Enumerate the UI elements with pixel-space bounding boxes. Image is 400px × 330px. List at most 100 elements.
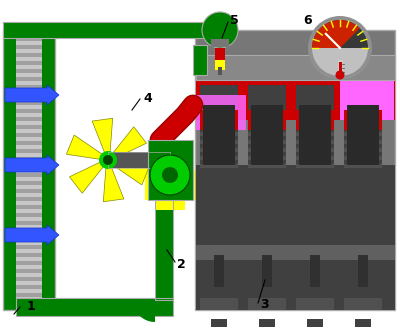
Bar (16, 165, 42, 169)
Bar (248, 148, 286, 152)
Bar (296, 140, 334, 144)
Bar (211, 287, 227, 295)
Bar (296, 85, 334, 170)
Bar (299, 105, 331, 165)
Bar (145, 170, 195, 200)
Text: 1: 1 (27, 301, 36, 313)
Bar (338, 62, 342, 74)
Bar (16, 53, 42, 57)
Bar (200, 140, 238, 144)
Bar (16, 189, 42, 193)
Bar (259, 287, 275, 295)
Bar (16, 277, 42, 281)
Bar (16, 45, 42, 49)
Circle shape (308, 16, 372, 80)
Bar (148, 140, 193, 200)
Bar (16, 101, 42, 105)
Bar (355, 319, 371, 327)
Text: 2: 2 (177, 258, 186, 272)
Bar (16, 245, 42, 249)
Bar (3, 26, 55, 38)
Bar (16, 173, 42, 177)
Bar (296, 148, 334, 152)
Bar (193, 45, 207, 75)
Text: 3: 3 (260, 299, 269, 312)
Bar (16, 141, 42, 145)
Bar (155, 170, 185, 210)
Polygon shape (133, 300, 155, 322)
Bar (16, 125, 42, 129)
Bar (16, 197, 42, 201)
Bar (259, 319, 275, 327)
Polygon shape (112, 127, 146, 158)
Bar (203, 105, 235, 165)
Bar (16, 237, 42, 241)
Bar (16, 149, 42, 153)
Bar (16, 213, 42, 217)
Bar (155, 195, 173, 300)
Bar (262, 255, 272, 295)
Polygon shape (66, 135, 102, 159)
Bar (215, 48, 225, 60)
FancyArrow shape (5, 155, 59, 175)
Bar (16, 133, 42, 137)
Bar (200, 164, 238, 168)
Circle shape (99, 151, 117, 169)
Bar (248, 110, 286, 130)
Bar (3, 22, 228, 38)
Bar (344, 85, 382, 170)
Bar (347, 105, 379, 165)
Bar (358, 255, 368, 295)
Bar (16, 157, 42, 161)
Bar (338, 60, 342, 76)
Bar (248, 85, 286, 170)
Text: 5: 5 (230, 14, 239, 26)
Bar (251, 105, 283, 165)
Bar (218, 67, 222, 75)
Bar (344, 148, 382, 152)
Bar (108, 152, 170, 168)
Bar (16, 298, 173, 316)
Bar (211, 319, 227, 327)
Polygon shape (114, 161, 150, 185)
Circle shape (336, 71, 344, 80)
Bar (248, 156, 286, 160)
Bar (248, 140, 286, 144)
Bar (3, 30, 55, 310)
Bar (344, 140, 382, 144)
Bar (16, 253, 42, 257)
Bar (195, 30, 395, 310)
Bar (200, 110, 238, 130)
Bar (296, 298, 334, 310)
Bar (307, 319, 323, 327)
Bar (16, 181, 42, 185)
Bar (344, 164, 382, 168)
Bar (155, 195, 173, 300)
Bar (16, 61, 42, 65)
Bar (196, 95, 246, 130)
Bar (3, 298, 55, 310)
Circle shape (103, 155, 113, 165)
Bar (344, 132, 382, 136)
Circle shape (150, 155, 190, 195)
Bar (16, 221, 42, 225)
Bar (16, 33, 42, 305)
Bar (193, 45, 207, 75)
Bar (296, 164, 334, 168)
Bar (248, 132, 286, 136)
Circle shape (202, 12, 238, 48)
Bar (196, 245, 395, 260)
FancyArrow shape (5, 225, 59, 245)
Bar (16, 261, 42, 265)
Polygon shape (103, 167, 124, 202)
Bar (355, 287, 371, 295)
Bar (248, 164, 286, 168)
Bar (16, 85, 42, 89)
Bar (16, 229, 42, 233)
Bar (310, 255, 320, 295)
Bar (16, 29, 42, 33)
Bar (16, 285, 42, 289)
Bar (16, 37, 42, 41)
Bar (16, 293, 42, 297)
Bar (108, 152, 170, 168)
